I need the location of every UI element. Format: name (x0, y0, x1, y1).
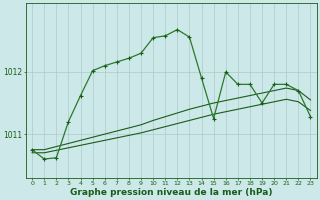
X-axis label: Graphe pression niveau de la mer (hPa): Graphe pression niveau de la mer (hPa) (70, 188, 273, 197)
